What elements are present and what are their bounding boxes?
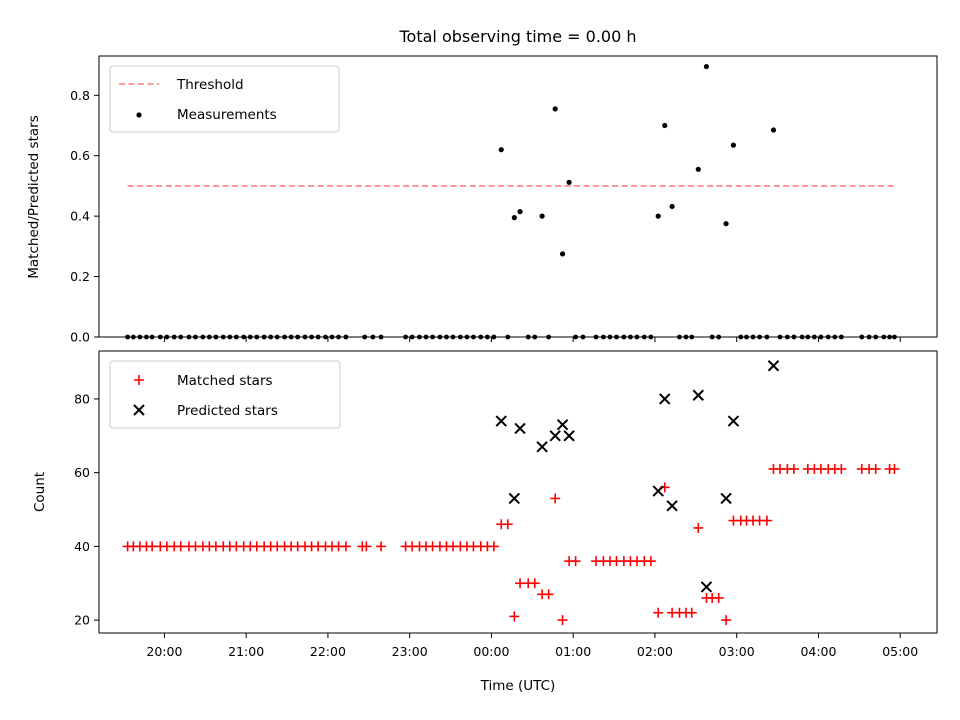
matched-star-point bbox=[550, 493, 561, 504]
predicted-star-point bbox=[495, 415, 507, 427]
measurement-point bbox=[695, 166, 701, 172]
bottom-y-tick-label: 20 bbox=[74, 613, 90, 628]
matched-star-point bbox=[361, 541, 372, 552]
predicted-star-point bbox=[720, 492, 732, 505]
top-y-axis-label: Matched/Predicted stars bbox=[26, 115, 42, 278]
matched-star-point bbox=[488, 541, 499, 552]
matched-star-point bbox=[557, 615, 568, 626]
predicted-star-point bbox=[563, 430, 575, 442]
predicted-star-point bbox=[700, 581, 713, 593]
matched-star-point bbox=[889, 463, 900, 474]
measurement-point bbox=[655, 213, 661, 219]
measurement-point bbox=[770, 127, 777, 133]
bottom-y-tick-label: 60 bbox=[74, 465, 90, 480]
top-y-tick-label: 0.8 bbox=[70, 88, 90, 103]
matched-star-point bbox=[340, 541, 351, 552]
predicted-star-point bbox=[692, 389, 704, 401]
matched-star-point bbox=[713, 592, 724, 603]
measurement-point bbox=[566, 179, 572, 185]
measurement-point bbox=[559, 251, 566, 257]
predicted-star-point bbox=[652, 485, 664, 497]
legend-measurements-label: Measurements bbox=[177, 107, 277, 123]
matched-star-point bbox=[376, 541, 387, 552]
top-y-tick-label: 0.4 bbox=[70, 209, 90, 224]
measurement-point bbox=[662, 122, 668, 129]
legend-x-marker bbox=[133, 404, 145, 416]
measurement-point bbox=[552, 106, 558, 112]
measurement-point bbox=[517, 209, 523, 215]
predicted-star-point bbox=[666, 500, 678, 512]
measurement-point bbox=[730, 142, 737, 148]
predicted-star-point bbox=[556, 419, 569, 431]
top-legend: Threshold Measurements bbox=[109, 65, 340, 133]
bottom-y-tick-label: 40 bbox=[74, 539, 90, 554]
predicted-star-point bbox=[659, 393, 671, 405]
bottom-y-tick-label: 80 bbox=[74, 391, 90, 406]
top-y-tick-label: 0.0 bbox=[70, 330, 90, 345]
legend-predicted-swatch bbox=[133, 404, 145, 416]
legend-matched-swatch bbox=[134, 375, 144, 385]
x-tick-label: 21:00 bbox=[228, 644, 264, 659]
predicted-star-point bbox=[549, 430, 561, 442]
matched-star-point bbox=[645, 556, 656, 567]
measurement-point bbox=[539, 213, 545, 219]
bottom-y-axis-label: Count bbox=[32, 472, 48, 512]
legend-measurements-swatch bbox=[136, 112, 142, 118]
bottom-legend: Matched stars Predicted stars bbox=[109, 360, 341, 429]
predicted-star-point bbox=[536, 441, 548, 453]
x-tick-label: 00:00 bbox=[473, 644, 509, 659]
measurement-point bbox=[498, 147, 504, 153]
x-tick-label: 04:00 bbox=[800, 644, 836, 659]
top-y-tick-label: 0.2 bbox=[70, 269, 90, 284]
predicted-star-point bbox=[767, 360, 780, 372]
matched-star-point bbox=[693, 522, 704, 533]
legend-predicted-label: Predicted stars bbox=[177, 403, 278, 419]
matched-star-point bbox=[543, 589, 554, 600]
matched-star-point bbox=[529, 578, 540, 589]
matched-star-point bbox=[509, 611, 520, 622]
matched-star-point bbox=[686, 607, 697, 618]
predicted-star-point bbox=[727, 415, 740, 427]
x-tick-label: 05:00 bbox=[882, 644, 918, 659]
measurement-point bbox=[511, 215, 517, 221]
legend-matched-label: Matched stars bbox=[177, 373, 273, 389]
x-axis-label: Time (UTC) bbox=[480, 678, 556, 694]
x-tick-label: 22:00 bbox=[310, 644, 346, 659]
matched-star-point bbox=[870, 463, 881, 474]
top-legend-frame bbox=[109, 65, 340, 133]
x-tick-label: 02:00 bbox=[637, 644, 673, 659]
matched-star-point bbox=[721, 615, 732, 626]
x-tick-label: 20:00 bbox=[146, 644, 182, 659]
top-y-tick-label: 0.6 bbox=[70, 148, 90, 163]
measurement-point bbox=[703, 63, 710, 70]
legend-plus-marker bbox=[134, 375, 144, 385]
measurement-point bbox=[669, 203, 675, 210]
x-tick-label: 03:00 bbox=[719, 644, 755, 659]
top-panel: 0.00.20.40.60.8 Matched/Predicted stars … bbox=[26, 55, 938, 345]
legend-threshold-label: Threshold bbox=[176, 77, 244, 93]
x-tick-label: 01:00 bbox=[555, 644, 591, 659]
predicted-star-point bbox=[508, 492, 521, 505]
predicted-star-point bbox=[514, 422, 526, 435]
x-tick-label: 23:00 bbox=[392, 644, 428, 659]
matched-star-point bbox=[761, 515, 772, 526]
matched-star-point bbox=[570, 556, 581, 567]
matched-star-point bbox=[653, 607, 664, 618]
bottom-axes-frame bbox=[98, 350, 938, 634]
bottom-panel: 20 40 60 80 20:00 21:00 22:00 23:00 00:00 01:00 0… bbox=[32, 350, 938, 694]
bottom-legend-frame bbox=[109, 360, 341, 429]
top-axes-frame bbox=[98, 55, 938, 338]
matched-star-point bbox=[788, 463, 799, 474]
matched-star-point bbox=[502, 519, 513, 530]
measurement-point bbox=[723, 221, 729, 227]
matched-star-point bbox=[836, 463, 847, 474]
figure-title: Total observing time = 0.00 h bbox=[398, 27, 636, 46]
